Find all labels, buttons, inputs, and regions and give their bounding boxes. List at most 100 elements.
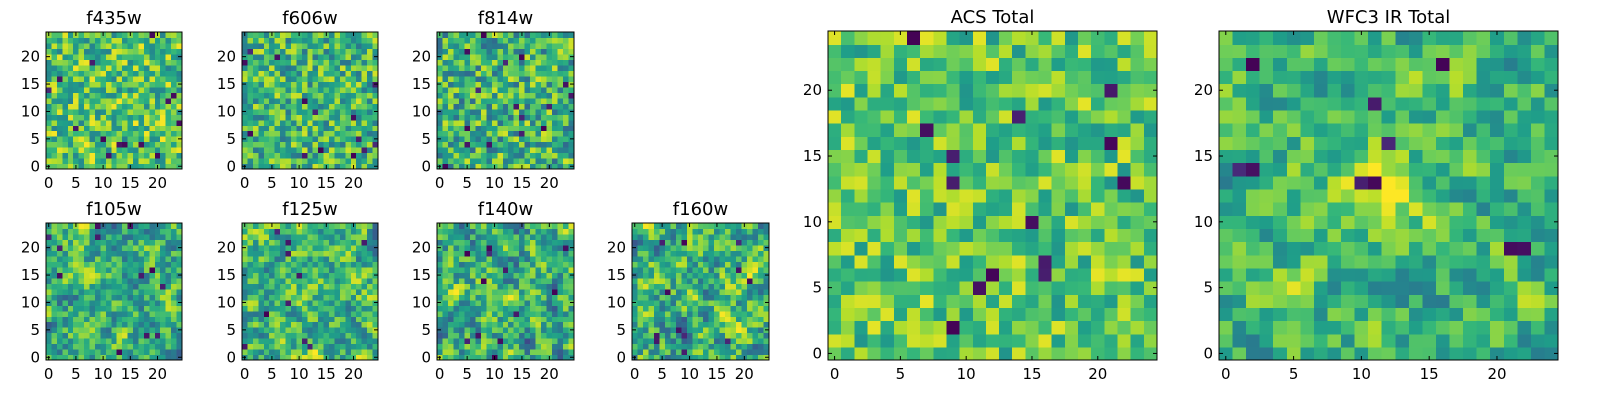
heatmap-cell xyxy=(491,266,498,273)
heatmap-cell xyxy=(127,283,134,290)
heatmap-cell xyxy=(557,338,564,345)
heatmap-cell xyxy=(664,277,671,284)
heatmap-cell xyxy=(165,59,172,66)
heatmap-cell xyxy=(367,299,374,306)
heatmap-cell xyxy=(480,119,487,126)
heatmap-cell xyxy=(372,228,379,235)
heatmap-cell xyxy=(486,223,493,230)
heatmap-cell xyxy=(116,332,123,339)
heatmap-cell xyxy=(285,37,292,44)
heatmap-cell xyxy=(828,149,842,164)
heatmap-cell xyxy=(280,266,287,273)
heatmap-cell xyxy=(557,283,564,290)
heatmap-cell xyxy=(312,158,319,165)
heatmap-cell xyxy=(122,152,129,159)
heatmap-cell xyxy=(263,141,270,148)
heatmap-cell xyxy=(491,97,498,104)
heatmap-cell xyxy=(659,244,666,251)
heatmap-cell xyxy=(730,255,737,262)
heatmap-cell xyxy=(959,254,974,269)
heatmap-cell xyxy=(552,37,559,44)
heatmap-cell xyxy=(747,255,754,262)
heatmap-cell xyxy=(350,86,357,93)
x-tick-label: 15 xyxy=(317,365,336,383)
heatmap-cell xyxy=(290,86,297,93)
heatmap-cell xyxy=(552,130,559,137)
heatmap-cell xyxy=(67,119,74,126)
heatmap-cell xyxy=(568,223,575,230)
heatmap-cell xyxy=(367,119,374,126)
heatmap-cell xyxy=(252,239,259,246)
heatmap-cell xyxy=(143,354,150,361)
heatmap-cell xyxy=(133,294,140,301)
heatmap-cell xyxy=(361,316,368,323)
heatmap-cell xyxy=(165,108,172,115)
heatmap-cell xyxy=(329,70,336,77)
heatmap-cell xyxy=(307,103,314,110)
heatmap-cell xyxy=(508,92,515,99)
heatmap-cell xyxy=(524,92,531,99)
heatmap-cell xyxy=(269,103,276,110)
heatmap-cell xyxy=(176,266,183,273)
heatmap-cell xyxy=(697,244,704,251)
heatmap-cell xyxy=(491,64,498,71)
heatmap-cell xyxy=(171,261,178,268)
heatmap-cell xyxy=(356,305,363,312)
heatmap-cell xyxy=(94,250,101,257)
heatmap-cell xyxy=(56,288,63,295)
heatmap-cell xyxy=(552,283,559,290)
heatmap-cell xyxy=(269,158,276,165)
heatmap-cell xyxy=(318,59,325,66)
heatmap-cell xyxy=(372,294,379,301)
heatmap-cell xyxy=(345,64,352,71)
heatmap-cell xyxy=(329,37,336,44)
heatmap-cell xyxy=(323,152,330,159)
heatmap-cell xyxy=(339,37,346,44)
heatmap-cell xyxy=(736,349,743,356)
heatmap-cell xyxy=(985,281,1000,295)
heatmap-cell xyxy=(94,97,101,104)
heatmap-cell xyxy=(453,239,460,246)
heatmap-cell xyxy=(122,81,129,88)
heatmap-cell xyxy=(100,288,107,295)
y-tick-label: 5 xyxy=(226,130,236,148)
heatmap-cell xyxy=(154,53,161,60)
heatmap-cell xyxy=(552,108,559,115)
heatmap-cell xyxy=(535,233,542,241)
y-tick-label: 20 xyxy=(21,239,40,257)
heatmap-cell xyxy=(546,59,553,66)
heatmap-cell xyxy=(524,283,531,290)
heatmap-cell xyxy=(312,130,319,137)
heatmap-cell xyxy=(747,343,754,350)
heatmap-cell xyxy=(959,175,974,190)
heatmap-cell xyxy=(1078,320,1092,335)
heatmap-cell xyxy=(73,152,80,159)
heatmap-cell xyxy=(475,283,482,290)
heatmap-cell xyxy=(697,277,704,284)
heatmap-cell xyxy=(116,141,123,148)
heatmap-cell xyxy=(447,223,455,230)
heatmap-cell xyxy=(535,103,542,110)
heatmap-cell xyxy=(73,64,80,71)
heatmap-cell xyxy=(367,266,374,273)
heatmap-cell xyxy=(263,75,270,82)
heatmap-cell xyxy=(999,215,1013,229)
heatmap-cell xyxy=(752,272,759,279)
x-tick-label: 15 xyxy=(512,174,531,192)
heatmap-cell xyxy=(632,294,639,301)
heatmap-cell xyxy=(127,92,134,99)
heatmap-cell xyxy=(307,70,314,77)
heatmap-cell xyxy=(546,349,553,356)
heatmap-cell xyxy=(176,59,183,66)
heatmap-cell xyxy=(502,294,509,301)
heatmap-cell xyxy=(345,92,352,99)
heatmap-cell xyxy=(269,97,276,104)
heatmap-cell xyxy=(62,250,69,257)
heatmap-cell xyxy=(116,283,123,290)
heatmap-cell xyxy=(552,92,559,99)
heatmap-cell xyxy=(985,241,1000,256)
heatmap-cell xyxy=(524,261,531,268)
heatmap-cell xyxy=(464,86,471,93)
heatmap-cell xyxy=(100,59,107,66)
heatmap-cell xyxy=(285,244,292,251)
